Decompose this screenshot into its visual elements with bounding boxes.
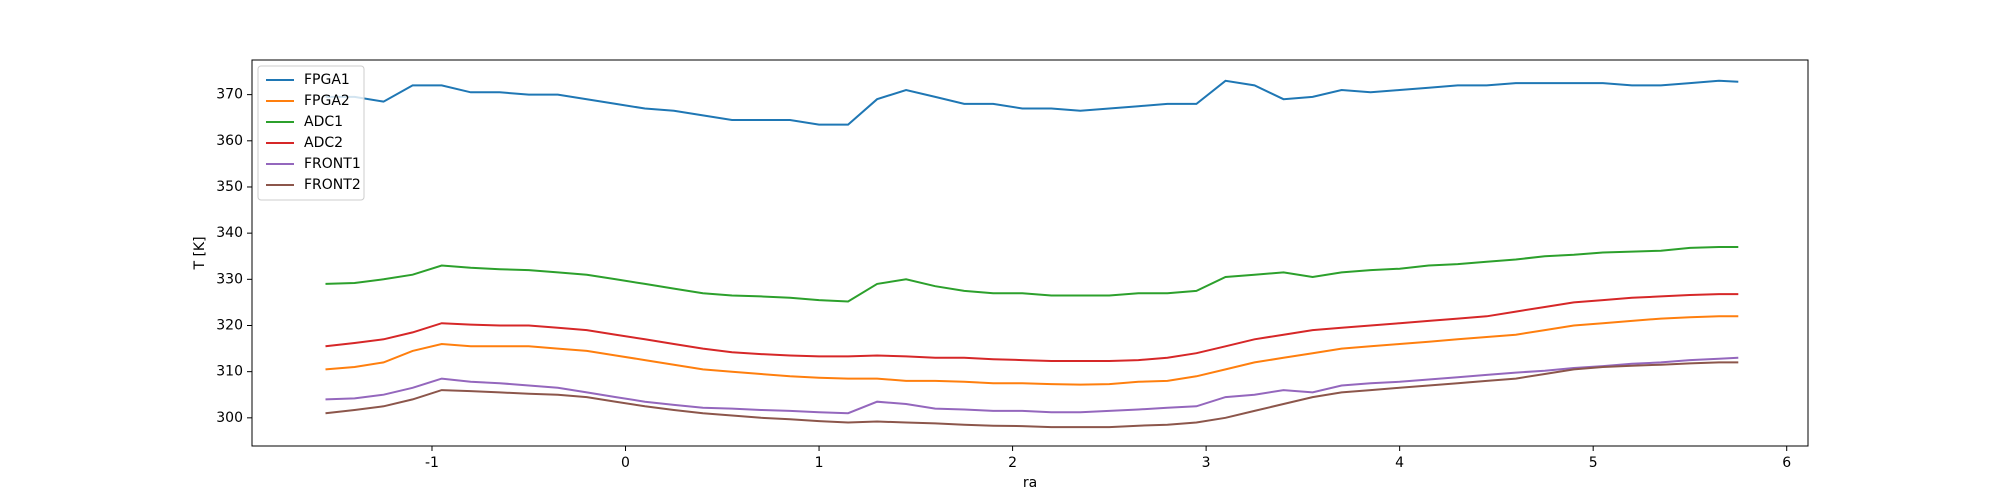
y-tick-label: 330 — [216, 271, 243, 287]
x-tick-label: 6 — [1782, 455, 1791, 471]
x-tick-label: -1 — [425, 455, 439, 471]
y-tick-label: 300 — [216, 410, 243, 426]
series-line — [325, 79, 1739, 126]
x-axis-label: ra — [1023, 475, 1037, 491]
series-line — [325, 315, 1739, 386]
x-tick-label: 0 — [621, 455, 630, 471]
x-tick-label: 4 — [1395, 455, 1404, 471]
y-axis-label: T [K] — [192, 236, 208, 270]
x-tick-label: 3 — [1202, 455, 1211, 471]
legend-label: FPGA2 — [304, 93, 350, 109]
y-tick-label: 340 — [216, 225, 243, 241]
series-line — [325, 356, 1739, 415]
y-tick-label: 320 — [216, 317, 243, 333]
legend-label: FRONT2 — [304, 177, 361, 193]
legend-label: ADC2 — [304, 135, 343, 151]
series-line — [325, 246, 1739, 303]
legend-label: ADC1 — [304, 114, 343, 130]
y-tick-label: 310 — [216, 364, 243, 380]
legend-label: FPGA1 — [304, 72, 350, 88]
series-line — [325, 293, 1739, 362]
legend-box — [257, 65, 365, 201]
y-tick-label: 350 — [216, 179, 243, 195]
y-tick-label: 360 — [216, 133, 243, 149]
x-tick-label: 5 — [1589, 455, 1598, 471]
y-tick-label: 370 — [216, 87, 243, 103]
x-tick-label: 1 — [815, 455, 824, 471]
series-line — [325, 361, 1739, 429]
plot-frame — [251, 59, 1809, 447]
legend-label: FRONT1 — [304, 156, 361, 172]
x-tick-label: 2 — [1008, 455, 1017, 471]
